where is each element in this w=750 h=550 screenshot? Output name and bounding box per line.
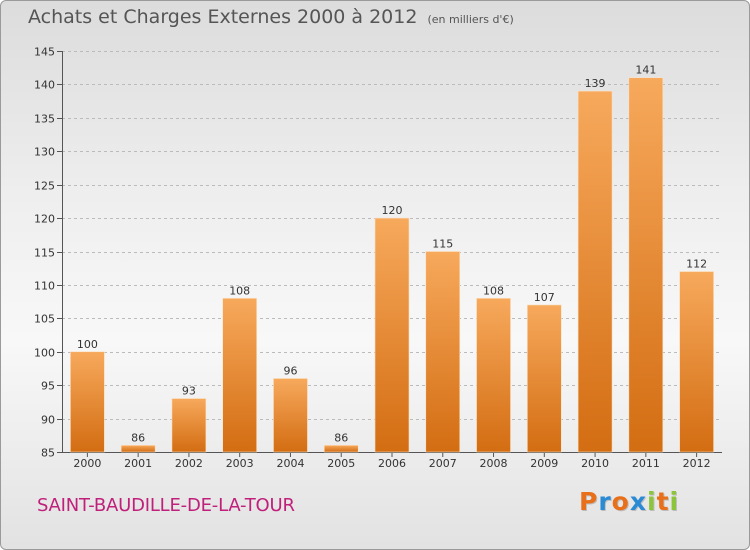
logo-letter: x [629, 487, 647, 516]
y-tick-label: 95 [41, 380, 55, 393]
data-label: 112 [686, 258, 707, 271]
data-label: 86 [131, 431, 145, 444]
x-tick-label: 2001 [124, 457, 152, 470]
x-tick-label: 2010 [581, 457, 609, 470]
x-tick-label: 2006 [378, 457, 406, 470]
x-tick-label: 2007 [429, 457, 457, 470]
data-label: 100 [77, 338, 98, 351]
bar [222, 297, 257, 453]
city-name: SAINT-BAUDILLE-DE-LA-TOUR [37, 495, 295, 516]
y-tick-labels: 85 90 95 100 105 110 115 120 125 130 135 140 145 [34, 46, 55, 460]
bar [171, 398, 207, 453]
bar [577, 90, 613, 453]
x-tick-label: 2009 [530, 457, 558, 470]
bars [70, 77, 714, 453]
data-label: 108 [229, 284, 250, 297]
y-tick-label: 130 [34, 146, 55, 159]
x-tick-label: 2004 [276, 457, 304, 470]
data-labels: 100 86 93 108 96 86 120 115 108 107 139 141 112 [77, 64, 707, 445]
data-label: 93 [182, 385, 196, 398]
y-tick-label: 105 [34, 313, 55, 326]
bar [476, 297, 511, 453]
data-label: 120 [382, 204, 403, 217]
logo-letter: o [611, 487, 630, 516]
bar [323, 445, 359, 453]
x-tick-label: 2002 [175, 457, 203, 470]
y-tick-label: 140 [34, 79, 55, 92]
logo-letter: r [598, 487, 612, 516]
bar [679, 271, 714, 453]
y-tick-label: 100 [34, 347, 55, 360]
x-tick-label: 2003 [226, 457, 254, 470]
x-tick-label: 2005 [327, 457, 355, 470]
logo-letter: t [656, 487, 670, 516]
bar [70, 351, 105, 453]
chart-title: Achats et Charges Externes 2000 à 2012 [28, 6, 418, 28]
bar [527, 304, 562, 453]
bar [628, 77, 664, 453]
bar [273, 378, 308, 453]
data-label: 139 [585, 77, 606, 90]
bar [425, 251, 461, 453]
x-tick-labels: 2000 2001 2002 2003 2004 2005 2006 2007 2008 2009… [73, 457, 710, 470]
data-label: 86 [334, 431, 348, 444]
logo-letter: i [647, 487, 657, 516]
bar [374, 217, 410, 453]
x-tick-label: 2011 [632, 457, 660, 470]
data-label: 108 [483, 284, 504, 297]
x-tick-label: 2000 [73, 457, 101, 470]
y-tick-label: 145 [34, 46, 55, 59]
data-label: 141 [635, 64, 656, 77]
x-tick-label: 2012 [683, 457, 711, 470]
y-tick-label: 85 [41, 447, 55, 460]
y-tick-label: 125 [34, 180, 55, 193]
y-tick-label: 135 [34, 113, 55, 126]
data-label: 115 [432, 238, 453, 251]
title-row: Achats et Charges Externes 2000 à 2012 (e… [28, 6, 514, 28]
axes [57, 51, 722, 457]
proxiti-logo: Proxiti [579, 487, 679, 516]
logo-letter: i [669, 487, 680, 516]
y-tick-label: 120 [34, 213, 55, 226]
data-label: 107 [534, 291, 555, 304]
x-tick-label: 2008 [480, 457, 508, 470]
chart-subtitle: (en milliers d'€) [427, 13, 514, 26]
data-label: 96 [283, 364, 297, 377]
y-tick-label: 90 [41, 414, 55, 427]
y-tick-label: 115 [34, 247, 55, 260]
y-tick-label: 110 [34, 280, 55, 293]
bar [120, 445, 156, 453]
logo-letter: P [579, 487, 599, 516]
